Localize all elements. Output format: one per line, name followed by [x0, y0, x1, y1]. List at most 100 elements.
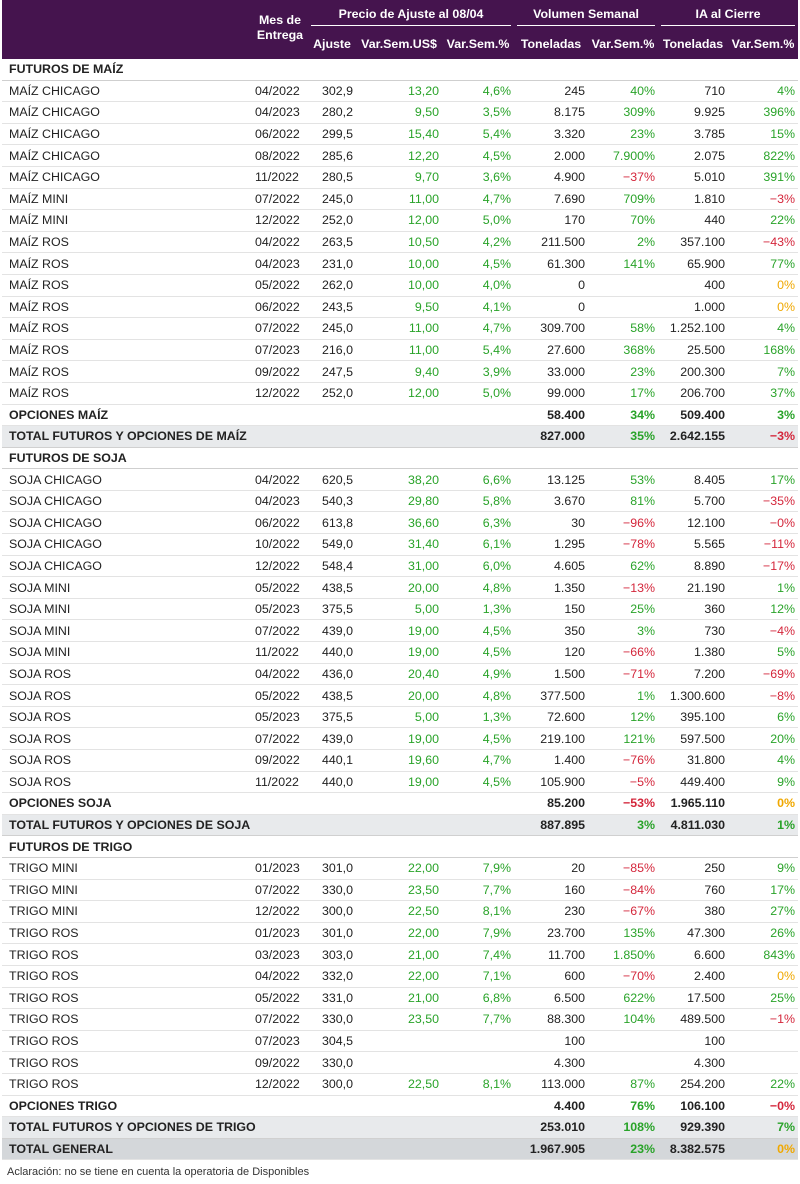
cell-var-pct: 7,7% [442, 1008, 515, 1031]
cell-var-pct: 8,1% [442, 900, 515, 923]
cell-ton-ia: 25.500 [658, 339, 729, 362]
options-row-var-ia: 3% [728, 404, 799, 427]
table-row: SOJA MINI 07/2022 439,0 19,00 4,5% 350 3% 730 −4… [2, 619, 799, 643]
cell-ton-ia: 1.380 [658, 641, 729, 664]
cell-var-vol: 62% [588, 555, 659, 578]
cell-var-pct: 4,7% [442, 749, 515, 772]
cell-product: MAÍZ CHICAGO [2, 123, 252, 146]
cell-var-pct: 3,6% [442, 166, 515, 189]
cell-var-ia: 4% [728, 80, 799, 103]
cell-var-pct: 4,8% [442, 576, 515, 599]
cell-ton-vol: 100 [514, 1030, 589, 1053]
cell-var-pct: 1,3% [442, 706, 515, 729]
cell-var-us: 21,00 [356, 943, 442, 966]
cell-var-pct: 5,0% [442, 209, 515, 232]
table-row: TRIGO ROS 04/2022 332,0 22,00 7,1% 600 −70% 2.4… [2, 965, 799, 988]
cell-ajuste: 375,5 [308, 598, 356, 621]
cell-var-pct: 5,4% [442, 123, 515, 146]
header-mes-line2: Entrega [256, 28, 304, 42]
options-row-ton-vol: 4.400 [514, 1095, 589, 1118]
cell-ajuste: 245,0 [308, 188, 356, 211]
section-header: FUTUROS DE MAÍZ [2, 59, 799, 81]
cell-product: SOJA CHICAGO [2, 490, 252, 513]
table-row: SOJA ROS 04/2022 436,0 20,40 4,9% 1.500 −71% 7.… [2, 663, 799, 686]
table-row: MAÍZ CHICAGO 06/2022 299,5 15,40 5,4% 3.320 23… [2, 123, 799, 146]
cell-var-ia: 0% [728, 296, 799, 319]
cell-mes: 05/2022 [252, 684, 308, 707]
cell-mes: 05/2022 [252, 576, 308, 599]
cell-ton-ia: 200.300 [658, 360, 729, 383]
cell-var-ia: 26% [728, 922, 799, 945]
cell-ton-vol: 1.350 [514, 576, 589, 599]
cell-var-ia: 843% [728, 943, 799, 966]
options-row: OPCIONES MAÍZ 58.400 34% 509.400 3% [2, 404, 799, 427]
cell-mes: 07/2022 [252, 317, 308, 340]
options-row-label: OPCIONES MAÍZ [2, 404, 515, 427]
cell-var-pct: 6,0% [442, 555, 515, 578]
cell-ton-vol: 7.690 [514, 188, 589, 211]
header-col-var-vol: Var.Sem.% [588, 29, 659, 59]
table-row: TRIGO MINI 12/2022 300,0 22,50 8,1% 230 −67% 38… [2, 900, 799, 923]
cell-product: TRIGO MINI [2, 879, 252, 902]
table-row: TRIGO ROS 05/2022 331,0 21,00 6,8% 6.500 622% 1… [2, 987, 799, 1010]
cell-var-us: 10,00 [356, 274, 442, 297]
cell-product: SOJA MINI [2, 619, 252, 643]
cell-product: SOJA MINI [2, 641, 252, 664]
cell-var-pct: 3,5% [442, 101, 515, 124]
header-col-var-ia: Var.Sem.% [728, 29, 799, 59]
cell-ajuste: 548,4 [308, 555, 356, 578]
cell-product: TRIGO ROS [2, 922, 252, 945]
table-row: MAÍZ ROS 07/2022 245,0 11,00 4,7% 309.700 58% 1… [2, 317, 799, 340]
table-row: TRIGO ROS 09/2022 330,0 4.300 4.300 [2, 1051, 799, 1074]
cell-ajuste: 231,0 [308, 252, 356, 275]
table-row: MAÍZ CHICAGO 11/2022 280,5 9,70 3,6% 4.900 −37… [2, 166, 799, 189]
header-col-ajuste: Ajuste [308, 29, 356, 59]
cell-var-vol: 2% [588, 231, 659, 254]
cell-ton-ia: 7.200 [658, 663, 729, 686]
cell-var-us: 5,00 [356, 598, 442, 621]
cell-var-ia: 20% [728, 727, 799, 750]
cell-ajuste: 613,8 [308, 511, 356, 535]
cell-mes: 07/2023 [252, 1030, 308, 1053]
cell-ton-vol: 160 [514, 879, 589, 902]
cell-var-vol: 87% [588, 1073, 659, 1096]
cell-ton-ia: 395.100 [658, 706, 729, 729]
cell-ton-ia: 5.010 [658, 166, 729, 189]
cell-ton-ia: 357.100 [658, 231, 729, 254]
cell-ajuste: 301,0 [308, 922, 356, 945]
options-row: OPCIONES TRIGO 4.400 76% 106.100 −0% [2, 1095, 799, 1118]
cell-ton-vol: 1.295 [514, 533, 589, 556]
cell-product: MAÍZ ROS [2, 339, 252, 362]
cell-mes: 01/2023 [252, 857, 308, 880]
options-row: OPCIONES SOJA 85.200 −53% 1.965.110 0% [2, 792, 799, 815]
table-row: TRIGO MINI 01/2023 301,0 22,00 7,9% 20 −85% 250… [2, 857, 799, 880]
cell-ajuste: 263,5 [308, 231, 356, 254]
total-row-var-vol: 3% [588, 814, 659, 837]
section-title: FUTUROS DE TRIGO [2, 835, 799, 858]
cell-ajuste: 440,1 [308, 749, 356, 772]
footnote: Aclaración: no se tiene en cuenta la ope… [7, 1166, 310, 1179]
cell-var-ia: −1% [728, 1008, 799, 1031]
cell-var-vol: 622% [588, 987, 659, 1010]
cell-ton-ia: 1.300.600 [658, 684, 729, 707]
cell-ton-vol: 211.500 [514, 231, 589, 254]
cell-var-us: 29,80 [356, 490, 442, 513]
cell-mes: 12/2022 [252, 382, 308, 405]
cell-ton-ia: 1.000 [658, 296, 729, 319]
table-row: MAÍZ ROS 12/2022 252,0 12,00 5,0% 99.000 17% 20… [2, 382, 799, 405]
cell-ton-vol: 219.100 [514, 727, 589, 750]
cell-var-ia: 22% [728, 209, 799, 232]
cell-ajuste: 247,5 [308, 360, 356, 383]
cell-ajuste: 216,0 [308, 339, 356, 362]
cell-var-ia: 5% [728, 641, 799, 664]
cell-ton-vol: 245 [514, 80, 589, 103]
cell-ton-ia: 1.252.100 [658, 317, 729, 340]
table-row: MAÍZ CHICAGO 08/2022 285,6 12,20 4,5% 2.000 7.… [2, 144, 799, 167]
cell-var-pct: 4,0% [442, 274, 515, 297]
cell-mes: 07/2022 [252, 1008, 308, 1031]
cell-var-vol: 23% [588, 360, 659, 383]
cell-var-vol: 3% [588, 619, 659, 643]
cell-ton-ia: 17.500 [658, 987, 729, 1010]
cell-product: MAÍZ ROS [2, 360, 252, 383]
